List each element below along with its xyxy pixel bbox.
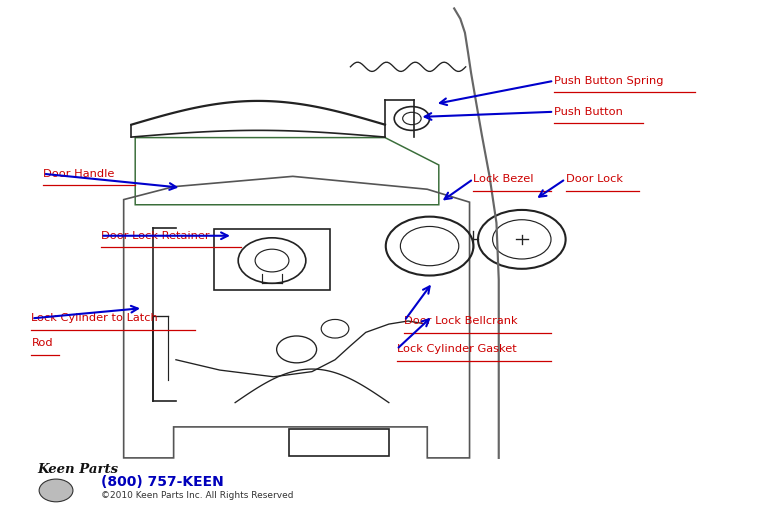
Text: Door Lock: Door Lock [566,174,623,184]
Text: Lock Cylinder Gasket: Lock Cylinder Gasket [397,344,516,354]
Text: Lock Cylinder to Latch: Lock Cylinder to Latch [32,313,158,323]
Text: Door Lock Bellcrank: Door Lock Bellcrank [404,316,518,326]
Text: ©2010 Keen Parts Inc. All Rights Reserved: ©2010 Keen Parts Inc. All Rights Reserve… [101,491,293,500]
Text: Rod: Rod [32,338,53,348]
Text: Lock Bezel: Lock Bezel [474,174,534,184]
Text: Push Button Spring: Push Button Spring [554,76,664,86]
Text: Door Handle: Door Handle [43,169,114,179]
Text: Push Button: Push Button [554,107,623,117]
Text: Door Lock Retainer: Door Lock Retainer [101,231,209,241]
Bar [289,429,389,456]
Circle shape [39,479,73,502]
Text: Keen Parts: Keen Parts [38,463,119,476]
Text: (800) 757-KEEN: (800) 757-KEEN [101,475,223,489]
